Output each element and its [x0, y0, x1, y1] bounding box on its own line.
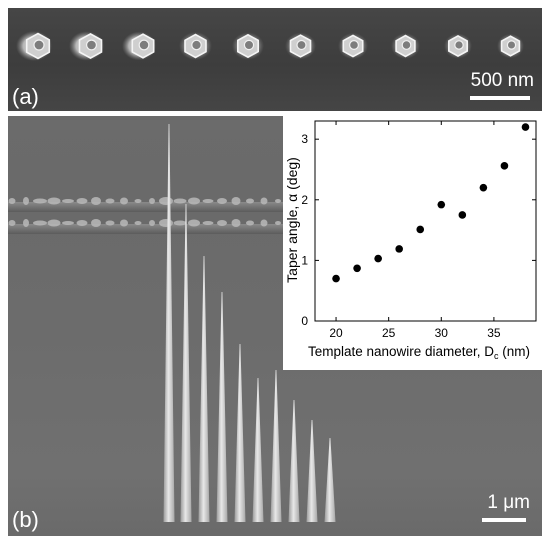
panel-a-hexagonal-nanowire-tops [16, 31, 524, 61]
data-point [437, 200, 446, 209]
nanowire-top [122, 31, 156, 61]
tapered-nanowire [234, 344, 246, 522]
x-axis-label: Template nanowire diameter, Dc (nm) [308, 344, 530, 361]
panel-b-tapered-nanowires [8, 124, 336, 522]
data-point [521, 123, 530, 131]
substrate-ridge-1 [8, 202, 308, 212]
y-tick-label: 2 [301, 193, 308, 207]
nanowire-top [285, 32, 316, 60]
x-tick-label: 20 [329, 326, 343, 340]
nanowire-top [444, 33, 472, 59]
panel-b-sem-image: 20 25 30 35 0 1 2 3 Taper angle, α (deg) Templa… [8, 116, 542, 536]
tapered-nanowire [252, 378, 264, 522]
data-point [458, 211, 467, 219]
data-point [332, 274, 340, 283]
x-tick-label: 35 [487, 326, 501, 340]
y-tick-label: 1 [301, 253, 308, 267]
tapered-nanowire [180, 204, 192, 522]
panel-b-scale-bar [482, 518, 526, 522]
taper-angle-chart: 20 25 30 35 0 1 2 3 Taper angle, α (deg) Templa… [284, 120, 537, 361]
y-tick-label: 0 [301, 314, 308, 328]
tapered-nanowire [198, 256, 210, 522]
y-axis-label: Taper angle, α (deg) [284, 157, 300, 283]
nanowire-array [163, 124, 336, 522]
data-point [479, 183, 488, 192]
panel-b-scale-bar-label: 1 μm [487, 492, 530, 513]
data-point [500, 162, 509, 170]
y-tick-label: 3 [301, 132, 308, 146]
substrate-ridge-2 [8, 224, 308, 234]
tapered-nanowire [216, 292, 228, 522]
tapered-nanowire [163, 124, 175, 522]
tapered-nanowire [288, 400, 300, 522]
panel-b-label: (b) [12, 507, 39, 532]
panel-a-scale-bar [470, 96, 530, 100]
data-point [416, 225, 425, 234]
tapered-nanowire [306, 420, 318, 522]
panel-a-label: (a) [12, 84, 39, 109]
nanowire-top [338, 32, 368, 60]
surface-particles [8, 197, 299, 227]
x-tick-label: 30 [435, 326, 449, 340]
nanowire-top [69, 31, 104, 61]
nanowire-top [232, 32, 264, 60]
tapered-nanowire [270, 370, 282, 522]
data-point [374, 254, 382, 263]
panel-a-sem-image: (a) 500 nm [8, 8, 542, 111]
tapered-nanowire [324, 438, 336, 522]
data-point [395, 245, 403, 253]
nanowire-top [497, 33, 524, 59]
nanowire-top [16, 31, 52, 61]
plot-frame [314, 120, 537, 322]
inset-plot: 20 25 30 35 0 1 2 3 Taper angle, α (deg) Templa… [283, 116, 542, 370]
data-point [353, 264, 361, 273]
nanowire-top [391, 33, 420, 59]
nanowire-top [179, 31, 212, 61]
x-tick-label: 25 [382, 326, 396, 340]
panel-a-scale-bar-label: 500 nm [470, 70, 534, 91]
